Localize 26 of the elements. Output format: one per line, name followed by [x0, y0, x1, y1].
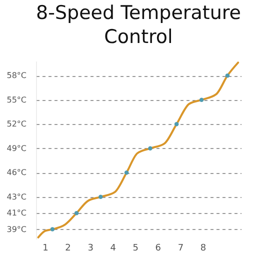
- point: [174, 122, 179, 126]
- line-series: [37, 62, 240, 238]
- y-tick-label: 41°C: [6, 208, 27, 218]
- x-tick-label: 7: [178, 244, 184, 254]
- point: [50, 227, 55, 232]
- point: [98, 194, 103, 200]
- x-tick-label: 5: [132, 244, 138, 254]
- y-tick-label: 46°C: [6, 168, 27, 178]
- y-tick-label: 55°C: [6, 95, 27, 104]
- x-tick-label: 8: [200, 244, 206, 254]
- point: [199, 98, 204, 102]
- x-tick-label: 1: [42, 244, 48, 254]
- x-tick-label: 4: [110, 244, 116, 254]
- y-tick-label: 49°C: [6, 144, 27, 153]
- chart-title: 8-Speed Temperature Control: [36, 2, 241, 48]
- point: [148, 146, 152, 150]
- y-tick-label: 52°C: [6, 120, 27, 129]
- x-tick-label: 2: [65, 244, 71, 254]
- x-tick-label: 3: [88, 244, 94, 254]
- point: [74, 210, 79, 216]
- y-tick-label: 39°C: [6, 224, 27, 234]
- point: [124, 170, 129, 175]
- y-tick-label: 43°C: [6, 192, 27, 202]
- point: [225, 73, 230, 78]
- x-tick-label: 6: [155, 244, 162, 254]
- y-tick-label: 58°C: [6, 71, 27, 80]
